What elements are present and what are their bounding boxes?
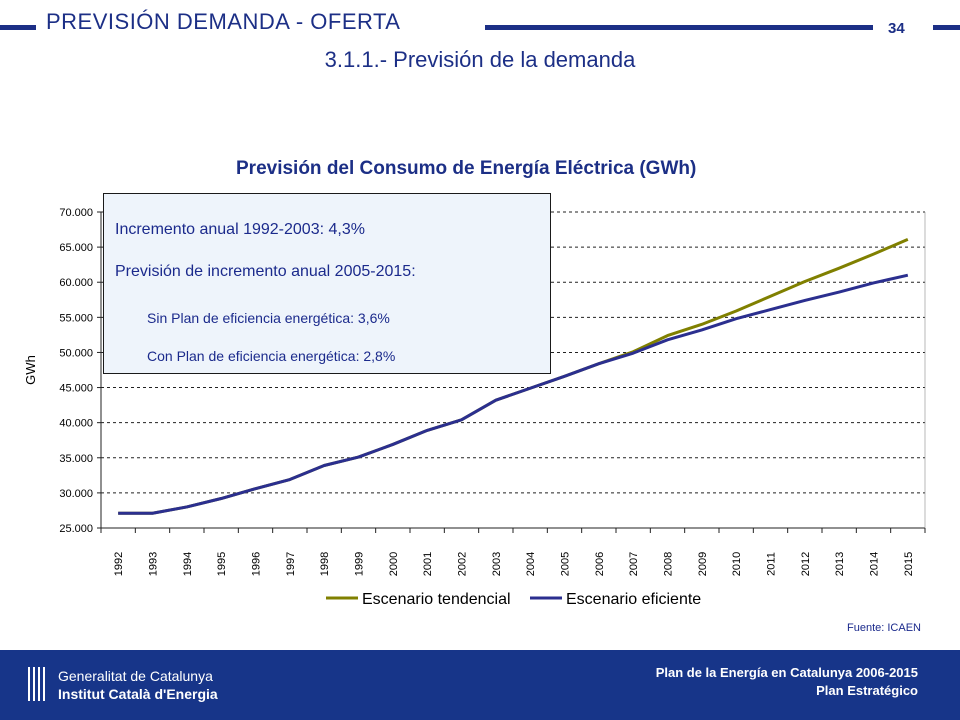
x-tick-label: 2014 <box>869 552 881 576</box>
x-tick-label: 2013 <box>834 552 846 576</box>
org-name-generalitat: Generalitat de Catalunya <box>58 668 213 684</box>
section-title: PREVISIÓN DEMANDA - OFERTA <box>46 9 401 34</box>
x-tick-label: 2008 <box>663 552 675 576</box>
series-line-eficiente <box>118 273 909 515</box>
info-line-historic-growth: Incremento anual 1992-2003: 4,3% <box>115 221 365 238</box>
x-tick-label: 1999 <box>354 552 366 576</box>
x-tick-label: 1993 <box>148 552 160 576</box>
y-tick-label: 50.000 <box>59 347 93 359</box>
x-tick-label: 1997 <box>285 552 297 576</box>
x-tick-label: 2002 <box>457 552 469 576</box>
x-tick-label: 2004 <box>525 552 537 576</box>
source-note: Fuente: ICAEN <box>847 622 921 634</box>
header-rule-right <box>933 25 960 30</box>
x-tick-label: 1994 <box>182 552 194 576</box>
info-line-with-plan: Con Plan de eficiencia energética: 2,8% <box>147 348 396 364</box>
x-tick-label: 2012 <box>800 552 812 576</box>
y-tick-label: 70.000 <box>59 207 93 219</box>
x-tick-label: 2007 <box>628 552 640 576</box>
x-tick-label: 2015 <box>903 552 915 576</box>
info-line-without-plan: Sin Plan de eficiencia energética: 3,6% <box>147 310 390 326</box>
x-tick-label: 2011 <box>766 552 778 576</box>
legend-label: Escenario eficiente <box>566 591 701 608</box>
plan-title: Plan de la Energía en Catalunya 2006-201… <box>655 665 918 680</box>
growth-info-box: Incremento anual 1992-2003: 4,3% Previsi… <box>103 193 551 374</box>
y-tick-label: 60.000 <box>59 277 93 289</box>
chart-title: Previsión del Consumo de Energía Eléctri… <box>236 158 697 179</box>
x-tick-label: 2000 <box>388 552 400 576</box>
legend-label: Escenario tendencial <box>362 591 511 608</box>
x-tick-label: 2005 <box>560 552 572 576</box>
y-axis-label: GWh <box>23 355 38 385</box>
x-tick-label: 1995 <box>216 552 228 576</box>
info-line-forecast-heading: Previsión de incremento anual 2005-2015: <box>115 263 416 280</box>
x-tick-label: 1998 <box>319 552 331 576</box>
org-name-institut: Institut Català d'Energia <box>58 686 218 702</box>
y-tick-label: 40.000 <box>59 418 93 430</box>
x-tick-label: 2006 <box>594 552 606 576</box>
x-tick-label: 2009 <box>697 552 709 576</box>
header-rule-middle <box>485 25 873 30</box>
page-number: 34 <box>888 20 905 37</box>
y-tick-label: 35.000 <box>59 453 93 465</box>
x-tick-label: 1996 <box>251 552 263 576</box>
x-tick-label: 1992 <box>113 552 125 576</box>
header-rule-left <box>0 25 36 30</box>
x-tick-label: 2003 <box>491 552 503 576</box>
plan-subtitle: Plan Estratégico <box>816 683 918 698</box>
y-tick-label: 55.000 <box>59 312 93 324</box>
page-subtitle: 3.1.1.- Previsión de la demanda <box>324 47 636 72</box>
footer-bar: Generalitat de Catalunya Institut Català… <box>0 650 960 720</box>
x-tick-label: 2010 <box>731 552 743 576</box>
y-tick-label: 45.000 <box>59 383 93 395</box>
y-tick-label: 30.000 <box>59 488 93 500</box>
x-tick-label: 2001 <box>422 552 434 576</box>
generalitat-logo-icon <box>26 667 48 701</box>
y-tick-label: 25.000 <box>59 523 93 535</box>
y-tick-label: 65.000 <box>59 242 93 254</box>
